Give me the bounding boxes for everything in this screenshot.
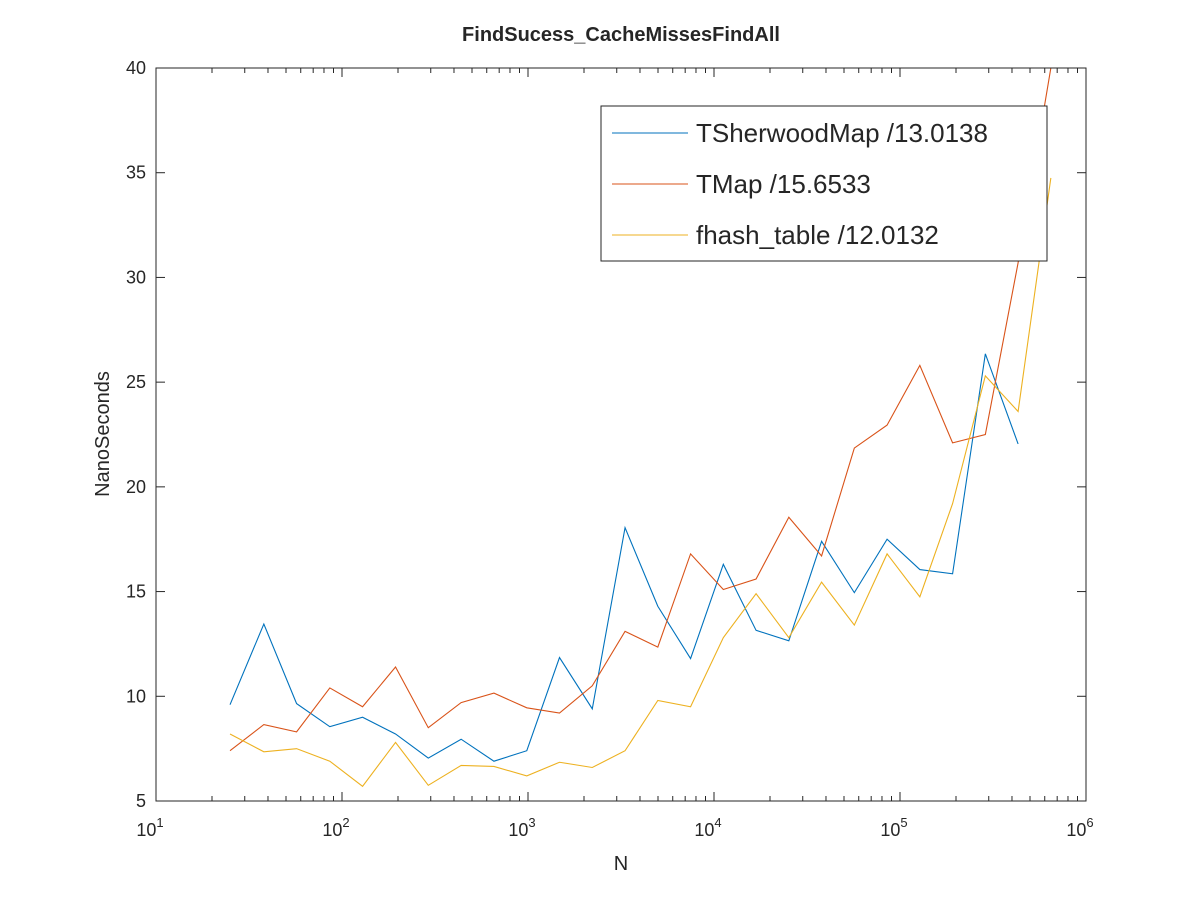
- y-tick-label: 40: [126, 58, 146, 78]
- axes-box: [155, 67, 1087, 802]
- legend-label: fhash_table /12.0132: [696, 220, 939, 250]
- y-tick-label: 25: [126, 372, 146, 392]
- series-line: [229, 353, 1019, 762]
- y-tick-label: 15: [126, 582, 146, 602]
- chart-title: FindSucess_CacheMissesFindAll: [462, 24, 780, 46]
- y-tick-label: 20: [126, 477, 146, 497]
- series-line: [229, 177, 1052, 788]
- legend: TSherwoodMap /13.0138 TMap /15.6533 fhash_…: [600, 105, 1048, 262]
- series-line: [229, 67, 1052, 752]
- x-tick-labels: 101 102 103 104 105 106: [136, 815, 1093, 840]
- legend-label: TSherwoodMap /13.0138: [696, 118, 988, 148]
- x-tick-label: 101: [136, 815, 163, 840]
- series-lines: [229, 67, 1052, 788]
- y-tick-labels: 5 10 15 20 25 30 35 40: [126, 58, 146, 811]
- x-tick-label: 102: [322, 815, 349, 840]
- x-tick-label: 106: [1066, 815, 1093, 840]
- axis-ticks: [155, 67, 1087, 802]
- y-tick-label: 35: [126, 163, 146, 183]
- y-tick-label: 30: [126, 267, 146, 287]
- legend-entries: TSherwoodMap /13.0138 TMap /15.6533 fhash_…: [612, 118, 988, 250]
- x-axis-label: N: [614, 853, 628, 875]
- y-tick-label: 10: [126, 686, 146, 706]
- legend-label: TMap /15.6533: [696, 169, 871, 199]
- y-tick-label: 5: [136, 791, 146, 811]
- y-axis-label: NanoSeconds: [92, 371, 114, 497]
- x-tick-label: 103: [508, 815, 535, 840]
- x-tick-label: 104: [694, 815, 721, 840]
- x-tick-label: 105: [880, 815, 907, 840]
